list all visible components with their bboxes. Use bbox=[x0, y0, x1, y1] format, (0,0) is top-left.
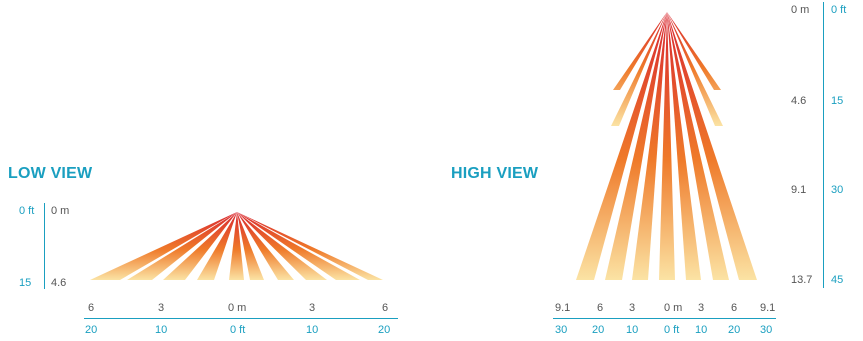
low-horizontal-ft-label: 20 bbox=[85, 324, 98, 336]
detection-beam bbox=[632, 12, 667, 280]
detection-beam bbox=[667, 12, 757, 280]
low-horizontal-ft-label: 10 bbox=[306, 324, 319, 336]
detection-beam bbox=[237, 212, 327, 280]
low-view-title: LOW VIEW bbox=[8, 165, 93, 182]
high-horizontal-ft-label: 10 bbox=[695, 324, 708, 336]
low-horizontal-m-label: 6 bbox=[382, 302, 389, 314]
high-horizontal-axis bbox=[553, 318, 776, 319]
detection-beam bbox=[659, 12, 675, 280]
high-horizontal-ft-label: 20 bbox=[592, 324, 605, 336]
detection-beam bbox=[237, 212, 360, 280]
high-vertical-m-label: 13.7 bbox=[791, 274, 813, 286]
low-view-beams bbox=[90, 212, 383, 280]
detection-beam bbox=[667, 12, 721, 90]
high-vertical-ft-label: 30 bbox=[831, 184, 844, 196]
high-horizontal-m-label: 3 bbox=[698, 302, 705, 314]
detection-beam bbox=[237, 212, 383, 280]
low-vertical-axis bbox=[44, 203, 45, 289]
high-horizontal-m-label: 9.1 bbox=[555, 302, 571, 314]
high-vertical-ft-label: 0 ft bbox=[831, 4, 847, 16]
high-horizontal-ft-label: 20 bbox=[728, 324, 741, 336]
high-horizontal-m-label: 9.1 bbox=[760, 302, 776, 314]
high-vertical-m-label: 9.1 bbox=[791, 184, 807, 196]
low-vertical-ft-label: 0 ft bbox=[19, 205, 35, 217]
detection-beam bbox=[90, 212, 237, 280]
detection-beam bbox=[605, 12, 667, 280]
detection-beam bbox=[237, 212, 264, 280]
detection-beam bbox=[613, 12, 667, 90]
detection-beam bbox=[667, 12, 723, 126]
high-horizontal-ft-label: 30 bbox=[555, 324, 568, 336]
high-horizontal-m-label: 3 bbox=[629, 302, 636, 314]
low-vertical-m-label: 0 m bbox=[51, 205, 70, 217]
detection-beam bbox=[197, 212, 237, 280]
high-horizontal-ft-label: 30 bbox=[760, 324, 773, 336]
low-horizontal-ft-label: 0 ft bbox=[230, 324, 246, 336]
low-horizontal-m-label: 3 bbox=[309, 302, 316, 314]
low-horizontal-m-label: 0 m bbox=[228, 302, 247, 314]
high-vertical-ft-label: 45 bbox=[831, 274, 844, 286]
detection-beam bbox=[611, 12, 667, 126]
low-horizontal-axis bbox=[84, 318, 398, 319]
detection-beam bbox=[237, 212, 294, 280]
detection-beam bbox=[667, 12, 701, 280]
high-horizontal-m-label: 6 bbox=[597, 302, 604, 314]
high-view-title: HIGH VIEW bbox=[451, 165, 539, 182]
high-vertical-axis bbox=[823, 2, 824, 288]
detection-beam bbox=[667, 12, 729, 280]
high-vertical-ft-label: 15 bbox=[831, 95, 844, 107]
high-horizontal-ft-label: 0 ft bbox=[664, 324, 680, 336]
high-horizontal-ft-label: 10 bbox=[626, 324, 639, 336]
low-vertical-ft-label: 15 bbox=[19, 277, 32, 289]
detection-beam bbox=[229, 212, 244, 280]
low-vertical-m-label: 4.6 bbox=[51, 277, 67, 289]
high-horizontal-m-label: 6 bbox=[731, 302, 738, 314]
high-vertical-m-label: 4.6 bbox=[791, 95, 807, 107]
detection-beam bbox=[576, 12, 667, 280]
low-horizontal-m-label: 3 bbox=[158, 302, 165, 314]
low-horizontal-ft-label: 10 bbox=[155, 324, 168, 336]
high-horizontal-m-label: 0 m bbox=[664, 302, 683, 314]
detection-beam bbox=[127, 212, 237, 280]
low-horizontal-m-label: 6 bbox=[88, 302, 95, 314]
high-view-beams bbox=[576, 12, 757, 280]
detection-beam bbox=[163, 212, 237, 280]
low-horizontal-ft-label: 20 bbox=[378, 324, 391, 336]
high-vertical-m-label: 0 m bbox=[791, 4, 810, 16]
